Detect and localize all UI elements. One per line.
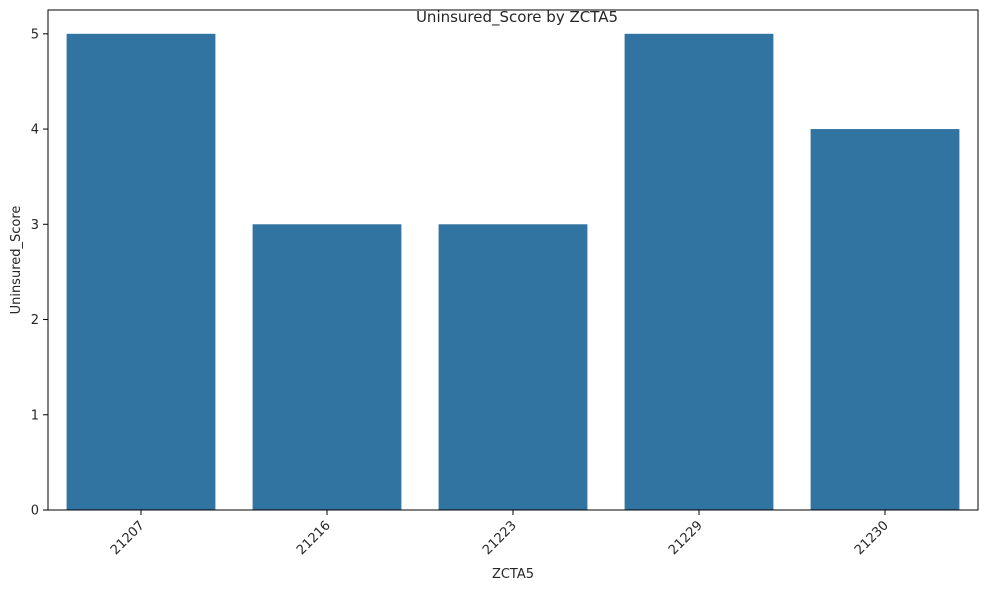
x-axis: 21207 21216 21223 21229 21230 [108, 510, 892, 558]
bar-21230 [810, 129, 960, 511]
y-tick-label: 2 [31, 313, 39, 328]
x-tick-label: 21223 [480, 518, 520, 558]
x-axis-label: ZCTA5 [492, 567, 534, 582]
y-axis: 0 1 2 3 4 5 [31, 27, 48, 519]
y-axis-label: Uninsured_Score [9, 206, 24, 315]
y-tick-label: 0 [31, 504, 39, 519]
bar-21207 [66, 33, 216, 511]
plot-frame [47, 9, 979, 511]
x-tick-label: 21229 [666, 518, 706, 558]
y-tick-label: 1 [31, 408, 39, 423]
chart-title: Uninsured_Score by ZCTA5 [416, 8, 618, 27]
y-tick-label: 4 [31, 123, 39, 138]
bar-21223 [438, 224, 588, 511]
x-tick-label: 21230 [852, 518, 892, 558]
bar-21229 [624, 33, 774, 511]
x-tick-label: 21216 [294, 518, 334, 558]
x-tick-label: 21207 [108, 518, 148, 558]
y-tick-label: 5 [31, 27, 39, 42]
y-tick-label: 3 [31, 218, 39, 233]
bar-21216 [252, 224, 402, 511]
bars-group [66, 33, 960, 511]
